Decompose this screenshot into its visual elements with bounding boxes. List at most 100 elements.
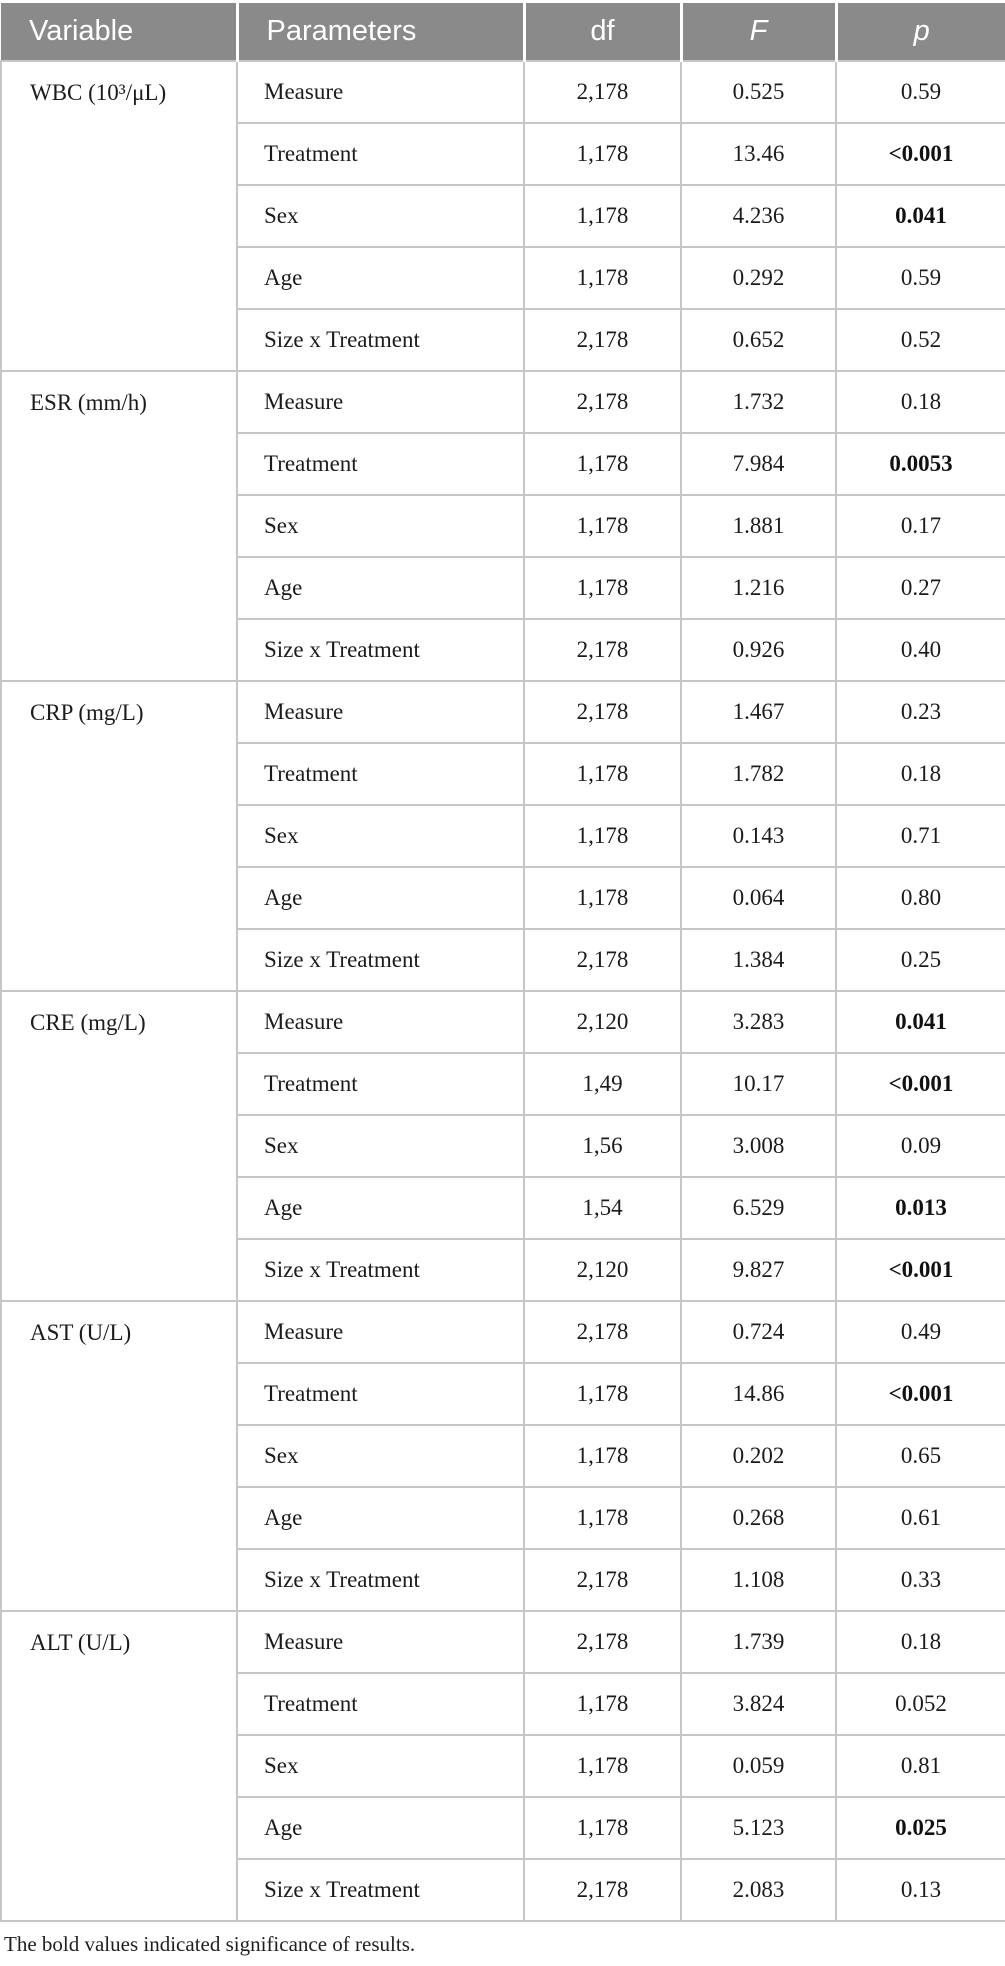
f-cell: 3.008 <box>680 1114 837 1178</box>
p-cell: 0.025 <box>835 1796 1005 1860</box>
df-cell: 1,178 <box>523 1362 682 1426</box>
f-cell: 0.143 <box>680 804 837 868</box>
col-header-p: p <box>834 3 1005 61</box>
f-cell: 0.202 <box>680 1424 837 1488</box>
table-row: AST (U/L) Measure 2,178 0.724 0.49 <box>0 1300 1005 1612</box>
parameter-cell: Sex <box>236 1114 525 1178</box>
f-cell: 0.268 <box>680 1486 837 1550</box>
table-row: Treatment 1,178 1.782 0.18 <box>1 742 1005 806</box>
parameter-cell: Sex <box>236 1424 525 1488</box>
p-cell: 0.59 <box>835 60 1005 124</box>
f-cell: 1.216 <box>680 556 837 620</box>
table-row: Age 1,54 6.529 0.013 <box>1 1176 1005 1240</box>
table-row: Size x Treatment 2,178 0.652 0.52 <box>1 308 1005 372</box>
parameter-cell: Sex <box>236 804 525 868</box>
col-header-f: F <box>679 3 836 61</box>
parameter-cell: Sex <box>236 1734 525 1798</box>
variable-cell: AST (U/L) <box>0 1300 238 1612</box>
table-header: Variable Parameters df F p <box>1 3 1005 61</box>
p-cell: 0.23 <box>835 680 1005 744</box>
p-cell: 0.13 <box>835 1858 1005 1922</box>
p-cell: <0.001 <box>835 1052 1005 1116</box>
df-cell: 1,178 <box>523 246 682 310</box>
p-cell: 0.40 <box>835 618 1005 682</box>
f-cell: 0.926 <box>680 618 837 682</box>
f-cell: 5.123 <box>680 1796 837 1860</box>
df-cell: 2,178 <box>523 1548 682 1612</box>
table-row: Age 1,178 0.268 0.61 <box>1 1486 1005 1550</box>
table-row: Treatment 1,178 3.824 0.052 <box>1 1672 1005 1736</box>
f-cell: 6.529 <box>680 1176 837 1240</box>
parameter-cell: Size x Treatment <box>236 1548 525 1612</box>
col-header-parameters: Parameters <box>235 3 524 61</box>
variable-label: AST (U/L) <box>30 1320 132 1345</box>
df-cell: 1,54 <box>523 1176 682 1240</box>
p-cell: 0.52 <box>835 308 1005 372</box>
df-cell: 2,178 <box>523 680 682 744</box>
variable-label: CRP (mg/L) <box>30 700 144 725</box>
parameter-cell: Sex <box>236 494 525 558</box>
df-cell: 2,120 <box>523 1238 682 1302</box>
variable-cell: CRP (mg/L) <box>0 680 238 992</box>
p-cell: 0.59 <box>835 246 1005 310</box>
table-row: Sex 1,178 1.881 0.17 <box>1 494 1005 558</box>
table-footnote: The bold values indicated significance o… <box>4 1932 416 1956</box>
df-cell: 1,178 <box>523 866 682 930</box>
variable-label: WBC (10³/μL) <box>30 80 167 105</box>
table-row: Treatment 1,49 10.17 <0.001 <box>1 1052 1005 1116</box>
p-cell: 0.33 <box>835 1548 1005 1612</box>
variable-cell: WBC (10³/μL) <box>0 60 238 372</box>
p-cell: 0.09 <box>835 1114 1005 1178</box>
table-row: Size x Treatment 2,178 2.083 0.13 <box>1 1858 1005 1922</box>
table-row: Treatment 1,178 7.984 0.0053 <box>1 432 1005 496</box>
p-cell: 0.49 <box>835 1300 1005 1364</box>
table-row: Age 1,178 0.292 0.59 <box>1 246 1005 310</box>
df-cell: 2,178 <box>523 60 682 124</box>
parameter-cell: Age <box>236 1796 525 1860</box>
col-header-variable: Variable <box>1 3 237 61</box>
df-cell: 1,178 <box>523 804 682 868</box>
variable-label: ALT (U/L) <box>30 1630 131 1655</box>
parameter-cell: Measure <box>236 1610 525 1674</box>
parameter-cell: Size x Treatment <box>236 618 525 682</box>
df-cell: 1,178 <box>523 432 682 496</box>
df-cell: 1,178 <box>523 184 682 248</box>
variable-cell: ALT (U/L) <box>0 1610 238 1922</box>
table-row: Sex 1,178 4.236 0.041 <box>1 184 1005 248</box>
parameter-cell: Measure <box>236 60 525 124</box>
table-row: Sex 1,178 0.059 0.81 <box>1 1734 1005 1798</box>
parameter-cell: Measure <box>236 680 525 744</box>
table-row: Size x Treatment 2,178 1.108 0.33 <box>1 1548 1005 1612</box>
parameter-cell: Measure <box>236 370 525 434</box>
parameter-cell: Age <box>236 1176 525 1240</box>
f-cell: 0.292 <box>680 246 837 310</box>
p-cell: 0.17 <box>835 494 1005 558</box>
f-cell: 7.984 <box>680 432 837 496</box>
f-cell: 4.236 <box>680 184 837 248</box>
df-cell: 1,178 <box>523 122 682 186</box>
p-cell: 0.041 <box>835 184 1005 248</box>
p-cell: 0.27 <box>835 556 1005 620</box>
p-cell: 0.80 <box>835 866 1005 930</box>
df-cell: 2,178 <box>523 308 682 372</box>
table-row: Age 1,178 5.123 0.025 <box>1 1796 1005 1860</box>
df-cell: 1,49 <box>523 1052 682 1116</box>
parameter-cell: Treatment <box>236 742 525 806</box>
f-cell: 9.827 <box>680 1238 837 1302</box>
parameter-cell: Treatment <box>236 1362 525 1426</box>
p-cell: 0.18 <box>835 742 1005 806</box>
f-cell: 1.881 <box>680 494 837 558</box>
table-row: Size x Treatment 2,120 9.827 <0.001 <box>1 1238 1005 1302</box>
table-row: Treatment 1,178 13.46 <0.001 <box>1 122 1005 186</box>
parameter-cell: Age <box>236 556 525 620</box>
f-cell: 1.732 <box>680 370 837 434</box>
f-cell: 1.739 <box>680 1610 837 1674</box>
f-cell: 1.467 <box>680 680 837 744</box>
df-cell: 1,178 <box>523 556 682 620</box>
df-cell: 1,178 <box>523 1672 682 1736</box>
table-body: WBC (10³/μL) Measure 2,178 0.525 0.59 Treatme… <box>0 60 1005 1922</box>
table-row: ESR (mm/h) Measure 2,178 1.732 0.18 <box>0 370 1005 682</box>
parameter-cell: Treatment <box>236 432 525 496</box>
parameter-cell: Sex <box>236 184 525 248</box>
